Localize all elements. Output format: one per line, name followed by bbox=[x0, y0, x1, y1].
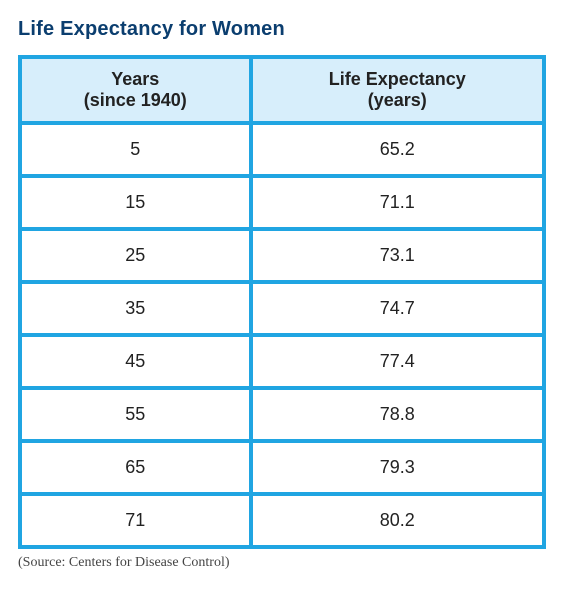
col-header-years: Years (since 1940) bbox=[20, 57, 251, 123]
cell-expectancy: 74.7 bbox=[251, 282, 544, 335]
cell-expectancy: 65.2 bbox=[251, 123, 544, 176]
col-header-expectancy: Life Expectancy (years) bbox=[251, 57, 544, 123]
col-header-main: Years bbox=[111, 69, 159, 89]
table-row: 55 78.8 bbox=[20, 388, 544, 441]
table-container: Life Expectancy for Women Years (since 1… bbox=[18, 18, 546, 571]
cell-years: 65 bbox=[20, 441, 251, 494]
cell-years: 5 bbox=[20, 123, 251, 176]
table-row: 25 73.1 bbox=[20, 229, 544, 282]
cell-expectancy: 80.2 bbox=[251, 494, 544, 547]
cell-expectancy: 73.1 bbox=[251, 229, 544, 282]
table-header: Years (since 1940) Life Expectancy (year… bbox=[20, 57, 544, 123]
cell-years: 71 bbox=[20, 494, 251, 547]
table-row: 71 80.2 bbox=[20, 494, 544, 547]
col-header-sub: (years) bbox=[257, 90, 538, 111]
page-title: Life Expectancy for Women bbox=[18, 18, 546, 41]
cell-expectancy: 77.4 bbox=[251, 335, 544, 388]
cell-years: 55 bbox=[20, 388, 251, 441]
cell-years: 35 bbox=[20, 282, 251, 335]
table-body: 5 65.2 15 71.1 25 73.1 35 74.7 45 77.4 5… bbox=[20, 123, 544, 547]
col-header-main: Life Expectancy bbox=[329, 69, 466, 89]
cell-expectancy: 71.1 bbox=[251, 176, 544, 229]
cell-years: 45 bbox=[20, 335, 251, 388]
table-row: 15 71.1 bbox=[20, 176, 544, 229]
cell-expectancy: 78.8 bbox=[251, 388, 544, 441]
cell-years: 25 bbox=[20, 229, 251, 282]
table-row: 35 74.7 bbox=[20, 282, 544, 335]
col-header-sub: (since 1940) bbox=[26, 90, 245, 111]
data-table: Years (since 1940) Life Expectancy (year… bbox=[18, 55, 546, 549]
table-row: 5 65.2 bbox=[20, 123, 544, 176]
cell-years: 15 bbox=[20, 176, 251, 229]
source-citation: (Source: Centers for Disease Control) bbox=[18, 555, 546, 571]
table-row: 45 77.4 bbox=[20, 335, 544, 388]
cell-expectancy: 79.3 bbox=[251, 441, 544, 494]
table-row: 65 79.3 bbox=[20, 441, 544, 494]
